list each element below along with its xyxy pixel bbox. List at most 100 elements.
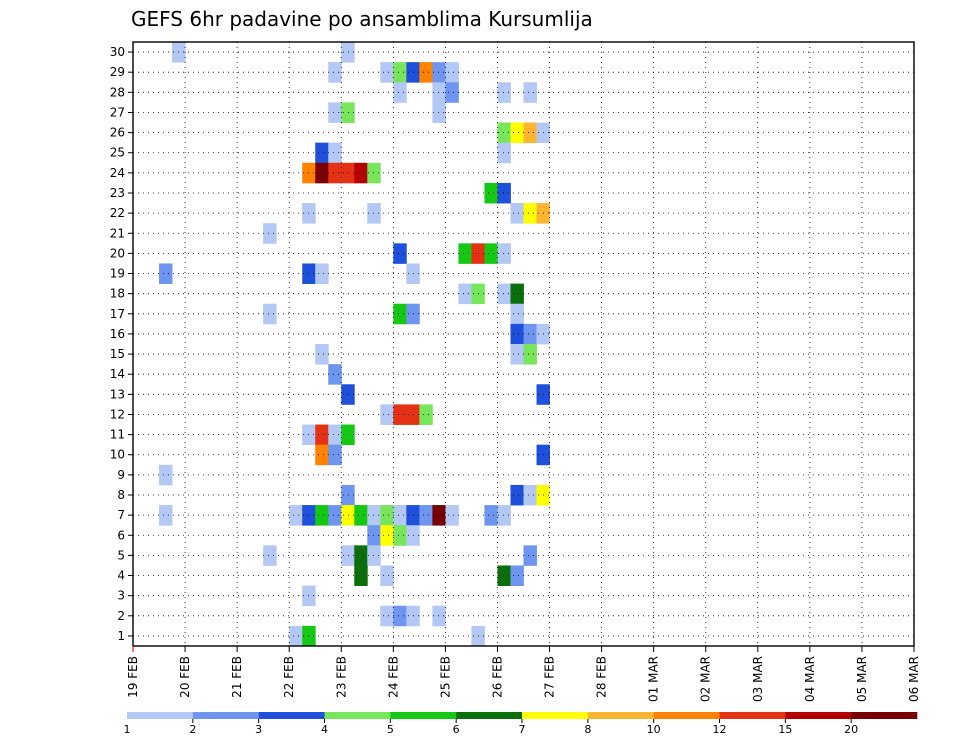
heat-cell (432, 605, 446, 627)
y-tick-label: 26 (110, 126, 125, 140)
y-tick-label: 14 (110, 367, 125, 381)
x-tick-label: 06 MAR (907, 656, 921, 702)
grid-lines (133, 42, 915, 646)
colorbar-swatch (192, 712, 259, 719)
colorbar-legend: 1 2 3 4 5 6 7 8 10 12 15 20 (124, 712, 918, 736)
heat-cell (328, 424, 342, 446)
y-tick-label: 7 (117, 508, 125, 522)
heat-cell (497, 243, 511, 264)
x-axis: 19 FEB 20 FEB 21 FEB 22 FEB 23 FEB 24 FEB 25 F… (126, 646, 921, 702)
heat-cell (445, 82, 459, 103)
colorbar-swatch (324, 712, 391, 719)
x-tick-label: 05 MAR (855, 656, 869, 702)
y-tick-label: 2 (117, 609, 125, 623)
x-tick-label: 01 MAR (647, 656, 661, 702)
colorbar-swatch (258, 712, 325, 719)
heat-cell (497, 283, 511, 305)
y-tick-label: 12 (110, 407, 125, 421)
colorbar-label: 3 (255, 723, 262, 736)
heat-cell (328, 364, 342, 385)
heat-cell (159, 263, 173, 284)
y-tick-label: 25 (110, 146, 125, 160)
x-tick-label: 02 MAR (699, 656, 713, 702)
x-tick-label: 19 FEB (126, 656, 140, 698)
y-tick-label: 1 (117, 629, 125, 643)
heat-cell (497, 505, 511, 526)
heat-cell (263, 303, 277, 325)
colorbar-swatch (851, 712, 918, 719)
heat-cell (458, 283, 472, 305)
colorbar-label: 8 (584, 723, 591, 736)
heat-cell (315, 505, 329, 526)
heat-cell (328, 505, 342, 526)
heat-cell (484, 505, 498, 526)
x-tick-label: 23 FEB (334, 656, 348, 698)
x-tick-label: 28 FEB (595, 656, 609, 698)
heat-cell (341, 384, 355, 405)
heat-cell (393, 82, 407, 103)
heat-cell (367, 505, 381, 526)
heat-cell (380, 525, 394, 546)
colorbar-swatch (653, 712, 720, 719)
heat-cell (497, 82, 511, 103)
heat-cell (510, 303, 524, 325)
heat-cell (419, 62, 433, 83)
heat-cell (393, 303, 407, 325)
heat-cell (289, 625, 303, 647)
heat-cell (159, 505, 173, 526)
colorbar-label: 7 (519, 723, 526, 736)
heat-cell (497, 182, 511, 204)
heat-cell (328, 102, 342, 123)
x-tick-label: 22 FEB (282, 656, 296, 698)
heat-cell (263, 223, 277, 244)
heat-cell (497, 122, 511, 144)
heat-cell (510, 122, 524, 144)
x-tick-label: 26 FEB (490, 656, 504, 698)
colorbar-label: 20 (844, 723, 858, 736)
heat-cell (341, 162, 355, 184)
y-tick-label: 24 (110, 166, 125, 180)
y-tick-label: 15 (110, 347, 125, 361)
y-tick-label: 16 (110, 327, 125, 341)
y-tick-label: 4 (117, 569, 125, 583)
heat-cell (315, 162, 329, 184)
heat-cell (328, 142, 342, 164)
y-tick-label: 10 (110, 448, 125, 462)
x-tick-label: 21 FEB (230, 656, 244, 698)
heat-cell (380, 505, 394, 526)
heat-cell (484, 243, 498, 264)
y-tick-label: 27 (110, 105, 125, 119)
heat-cell (341, 484, 355, 506)
heat-cell (523, 344, 537, 365)
y-tick-label: 5 (117, 548, 125, 562)
heat-cell (380, 62, 394, 83)
heat-cell (354, 565, 368, 586)
heat-cell (393, 605, 407, 627)
heat-cell (341, 545, 355, 566)
y-tick-label: 13 (110, 387, 125, 401)
heat-cell (523, 323, 537, 345)
heat-cell (380, 605, 394, 627)
heat-cell (510, 344, 524, 365)
y-tick-label: 9 (117, 468, 125, 482)
colorbar-label: 1 (124, 723, 131, 736)
heat-cell (380, 565, 394, 586)
y-tick-label: 30 (110, 45, 125, 59)
heat-cell (497, 565, 511, 586)
heat-cell (341, 42, 355, 63)
colorbar-label: 15 (778, 723, 792, 736)
colorbar-swatch (127, 712, 194, 719)
heat-cell (328, 444, 342, 466)
heat-cell (432, 102, 446, 123)
colorbar-label: 6 (453, 723, 460, 736)
heat-cell (497, 142, 511, 164)
heat-cell (159, 464, 173, 486)
colorbar-swatch (390, 712, 457, 719)
y-tick-label: 29 (110, 65, 125, 79)
heat-cell (523, 82, 537, 103)
y-tick-label: 18 (110, 287, 125, 301)
colorbar-label: 5 (387, 723, 394, 736)
colorbar-swatch (587, 712, 654, 719)
heat-cell (419, 404, 433, 425)
heat-cell (315, 263, 329, 284)
